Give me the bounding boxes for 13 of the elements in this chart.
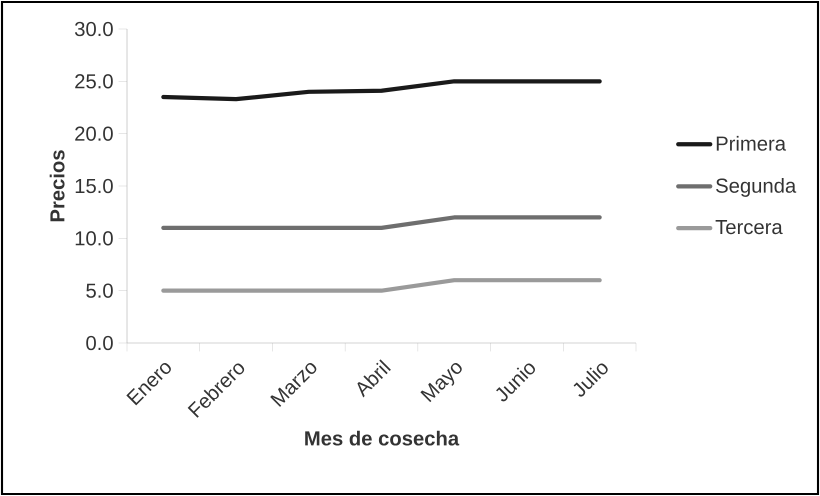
y-tick-label: 25.0	[75, 74, 113, 89]
y-tick-label: 20.0	[75, 126, 113, 141]
y-tick-label: 5.0	[86, 284, 113, 298]
y-tick-label: 0.0	[86, 336, 113, 350]
legend-label: Tercera	[716, 220, 783, 234]
legend-label: Segunda	[716, 178, 796, 197]
x-axis-title: Mes de cosecha	[305, 430, 460, 446]
y-axis-title: Precios	[50, 150, 65, 222]
x-tick-label: Julio	[574, 363, 608, 397]
y-tick-label: 30.0	[74, 22, 113, 36]
y-tick-label: 15.0	[76, 178, 113, 194]
legend-label: Primera	[716, 136, 786, 151]
y-tick-label: 10.0	[76, 231, 113, 246]
